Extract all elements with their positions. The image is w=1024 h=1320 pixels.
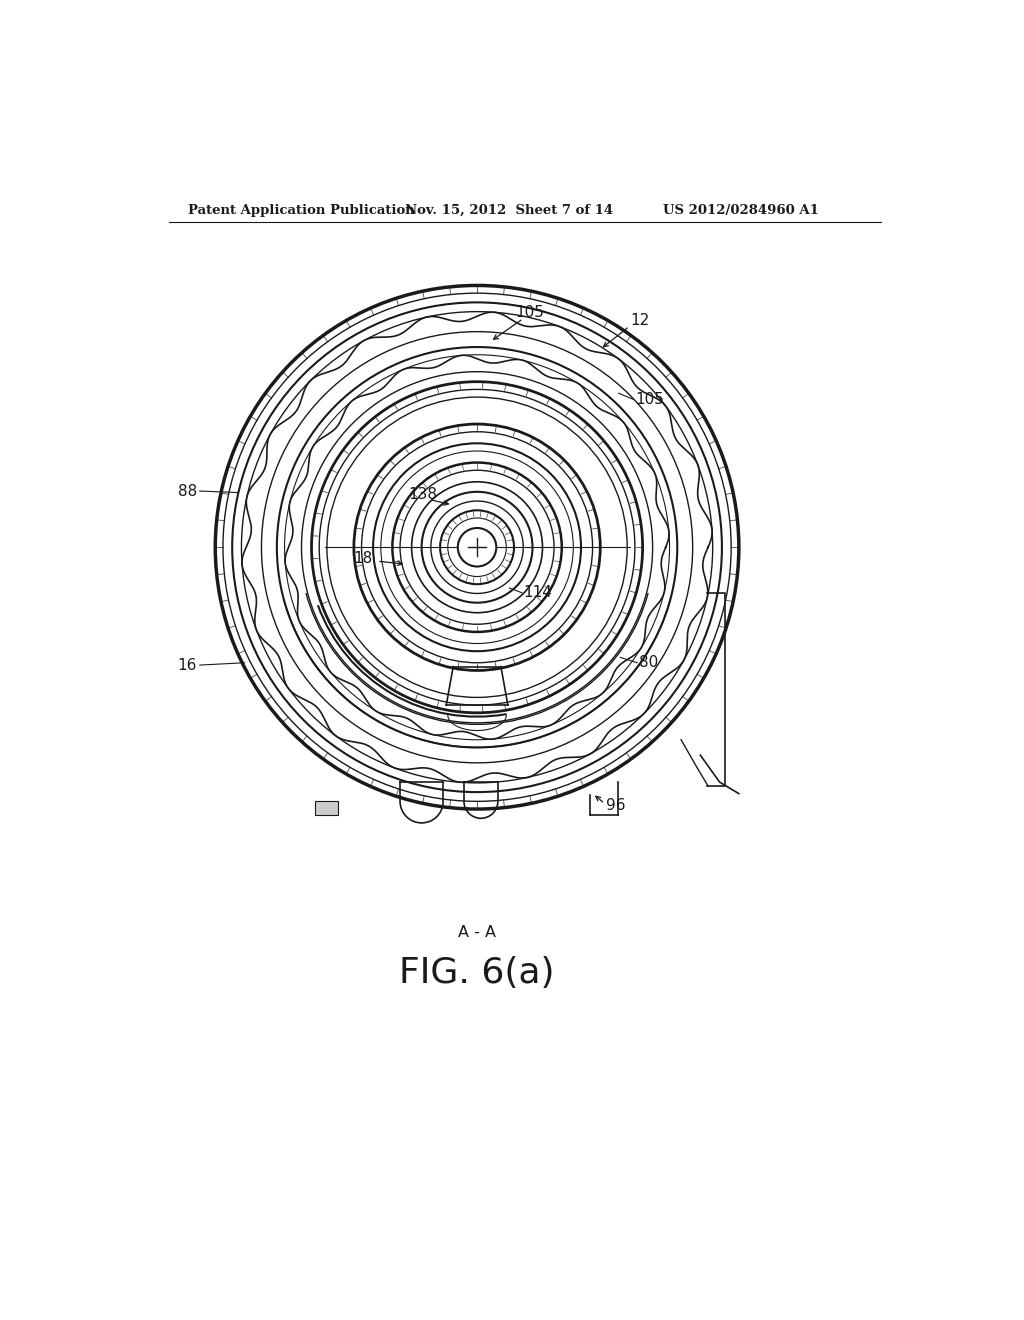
Text: 105: 105 bbox=[635, 392, 664, 407]
Text: 105: 105 bbox=[516, 305, 545, 319]
Text: 16: 16 bbox=[177, 657, 197, 673]
Text: FIG. 6(a): FIG. 6(a) bbox=[399, 956, 555, 990]
Text: 88: 88 bbox=[177, 483, 197, 499]
Text: 80: 80 bbox=[639, 655, 658, 671]
Text: 18: 18 bbox=[353, 552, 373, 566]
Text: A - A: A - A bbox=[458, 925, 496, 940]
Circle shape bbox=[458, 528, 497, 566]
Text: 114: 114 bbox=[523, 585, 552, 601]
Text: Nov. 15, 2012  Sheet 7 of 14: Nov. 15, 2012 Sheet 7 of 14 bbox=[406, 205, 613, 218]
Text: 96: 96 bbox=[606, 797, 626, 813]
Text: Patent Application Publication: Patent Application Publication bbox=[188, 205, 415, 218]
Text: US 2012/0284960 A1: US 2012/0284960 A1 bbox=[664, 205, 819, 218]
Bar bbox=[315, 801, 339, 816]
Text: 138: 138 bbox=[409, 487, 437, 502]
Text: 12: 12 bbox=[631, 313, 649, 327]
